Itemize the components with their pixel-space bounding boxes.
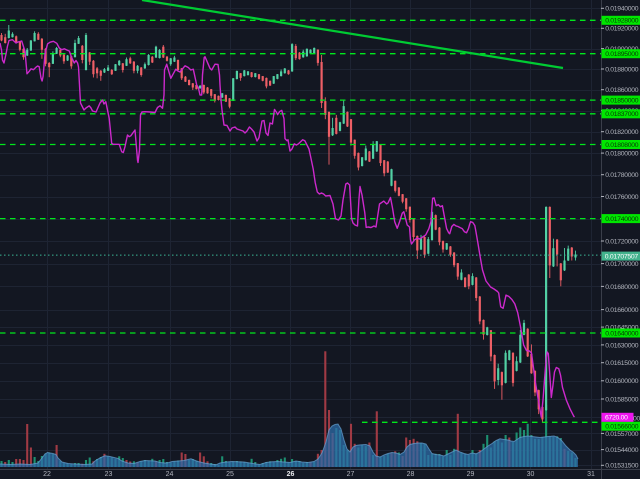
svg-text:0.01940000: 0.01940000 <box>605 6 639 13</box>
svg-text:31: 31 <box>587 471 595 478</box>
svg-text:24: 24 <box>166 471 174 478</box>
svg-text:26: 26 <box>287 471 295 478</box>
svg-text:0.01780000: 0.01780000 <box>605 172 639 179</box>
svg-text:0.01531500: 0.01531500 <box>605 463 639 470</box>
svg-text:27: 27 <box>347 471 355 478</box>
svg-text:22: 22 <box>43 471 51 478</box>
svg-text:0.01630000: 0.01630000 <box>605 342 639 349</box>
svg-text:0.01928000: 0.01928000 <box>605 18 639 25</box>
svg-text:29: 29 <box>467 471 475 478</box>
svg-text:30: 30 <box>527 471 535 478</box>
svg-text:0.01566000: 0.01566000 <box>605 424 639 431</box>
svg-text:0.01660000: 0.01660000 <box>605 307 639 314</box>
svg-text:0.01557000: 0.01557000 <box>605 431 639 438</box>
svg-text:00: 00 <box>633 415 640 422</box>
svg-text:0.01895000: 0.01895000 <box>605 51 639 58</box>
svg-text:0.01720000: 0.01720000 <box>605 238 639 245</box>
svg-text:0.01820000: 0.01820000 <box>605 129 639 136</box>
svg-text:0.01700000: 0.01700000 <box>605 261 639 268</box>
svg-text:0.01808000: 0.01808000 <box>605 142 639 149</box>
svg-text:25: 25 <box>226 471 234 478</box>
svg-text:0.01615000: 0.01615000 <box>605 360 639 367</box>
svg-text:0.01860000: 0.01860000 <box>605 87 639 94</box>
svg-text:0.01800000: 0.01800000 <box>605 151 639 158</box>
svg-text:0.01850000: 0.01850000 <box>605 98 639 105</box>
svg-text:23: 23 <box>105 471 113 478</box>
svg-text:0.01544000: 0.01544000 <box>605 447 639 454</box>
svg-text:6720.00: 6720.00 <box>605 415 628 422</box>
svg-text:0.01600000: 0.01600000 <box>605 378 639 385</box>
svg-text:0.01680000: 0.01680000 <box>605 284 639 291</box>
svg-text:0.01837000: 0.01837000 <box>605 111 639 118</box>
svg-text:0.01645000: 0.01645000 <box>605 325 639 332</box>
svg-text:0.01585000: 0.01585000 <box>605 396 639 403</box>
svg-text:0.01920000: 0.01920000 <box>605 26 639 33</box>
svg-text:0.01760000: 0.01760000 <box>605 194 639 201</box>
svg-text:0.01707507: 0.01707507 <box>605 254 639 261</box>
svg-text:0.01640000: 0.01640000 <box>605 330 639 337</box>
svg-text:0.01740000: 0.01740000 <box>605 216 639 223</box>
svg-text:28: 28 <box>407 471 415 478</box>
svg-text:0.01880000: 0.01880000 <box>605 66 639 73</box>
